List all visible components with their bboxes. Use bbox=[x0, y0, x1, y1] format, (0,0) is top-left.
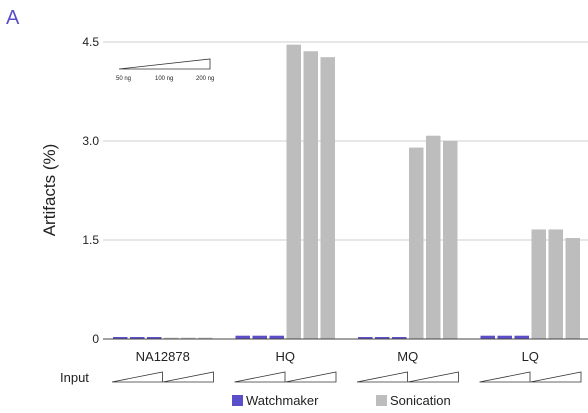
bar-watchmaker-lq-0 bbox=[480, 335, 495, 339]
input-wedge-mq-0 bbox=[356, 371, 408, 383]
input-wedge-lq-0 bbox=[479, 371, 531, 383]
input-wedge-na12878-0 bbox=[111, 371, 163, 383]
legend-swatch-watchmaker bbox=[232, 395, 243, 406]
legend: Watchmaker Sonication bbox=[232, 393, 451, 408]
bar-sonication-na12878-1 bbox=[181, 337, 196, 339]
input-wedges bbox=[111, 371, 582, 383]
bar-sonication-na12878-0 bbox=[164, 337, 179, 339]
input-amount-key: 50 ng 100 ng 200 ng bbox=[116, 58, 214, 82]
bar-sonication-hq-2 bbox=[320, 57, 335, 340]
bar-watchmaker-lq-2 bbox=[514, 335, 529, 339]
bar-watchmaker-na12878-0 bbox=[113, 337, 128, 339]
input-wedge-lq-1 bbox=[530, 371, 582, 383]
bar-watchmaker-lq-1 bbox=[497, 335, 512, 339]
bar-watchmaker-na12878-2 bbox=[147, 337, 162, 339]
bar-watchmaker-hq-2 bbox=[269, 335, 284, 339]
bar-watchmaker-mq-0 bbox=[358, 337, 373, 339]
x-tick-label-2: MQ bbox=[397, 349, 418, 364]
y-tick-label-1: 1.5 bbox=[82, 233, 99, 247]
bar-sonication-lq-0 bbox=[531, 229, 546, 339]
gridlines bbox=[103, 41, 588, 241]
inset-label-2: 200 ng bbox=[196, 76, 214, 82]
y-tick-label-3: 4.5 bbox=[82, 35, 99, 49]
y-tick-label-0: 0 bbox=[92, 332, 99, 346]
bar-watchmaker-na12878-1 bbox=[130, 337, 145, 339]
x-tick-label-3: LQ bbox=[522, 349, 539, 364]
legend-label-watchmaker: Watchmaker bbox=[246, 393, 319, 408]
bar-sonication-lq-1 bbox=[548, 229, 563, 339]
x-axis-ticks: NA12878 HQ MQ LQ bbox=[136, 349, 539, 364]
legend-swatch-sonication bbox=[376, 395, 387, 406]
input-row-label: Input bbox=[60, 370, 89, 385]
bar-sonication-na12878-2 bbox=[198, 337, 213, 339]
bar-watchmaker-mq-2 bbox=[392, 337, 407, 339]
bar-watchmaker-mq-1 bbox=[375, 337, 390, 339]
bar-watchmaker-hq-0 bbox=[235, 335, 250, 339]
bar-sonication-hq-1 bbox=[303, 51, 318, 340]
bar-sonication-lq-2 bbox=[565, 238, 580, 339]
bars bbox=[113, 44, 580, 340]
inset-label-1: 100 ng bbox=[155, 76, 173, 82]
bar-watchmaker-hq-1 bbox=[252, 335, 267, 339]
bar-sonication-mq-2 bbox=[443, 141, 458, 339]
input-wedge-mq-1 bbox=[407, 371, 459, 383]
input-wedge-na12878-1 bbox=[162, 371, 214, 383]
bar-sonication-mq-0 bbox=[409, 147, 424, 339]
bar-sonication-mq-1 bbox=[426, 135, 441, 339]
x-tick-label-0: NA12878 bbox=[136, 349, 190, 364]
panel-label: A bbox=[6, 7, 20, 29]
y-tick-label-2: 3.0 bbox=[82, 134, 99, 148]
input-wedge-hq-0 bbox=[234, 371, 286, 383]
inset-wedge bbox=[118, 58, 211, 70]
inset-label-0: 50 ng bbox=[116, 76, 131, 82]
y-axis-label: Artifacts (%) bbox=[40, 144, 59, 237]
input-wedge-hq-1 bbox=[285, 371, 337, 383]
bar-sonication-hq-0 bbox=[286, 44, 301, 339]
y-axis-ticks: 0 1.5 3.0 4.5 bbox=[82, 35, 99, 346]
legend-label-sonication: Sonication bbox=[390, 393, 451, 408]
x-tick-label-1: HQ bbox=[276, 349, 296, 364]
